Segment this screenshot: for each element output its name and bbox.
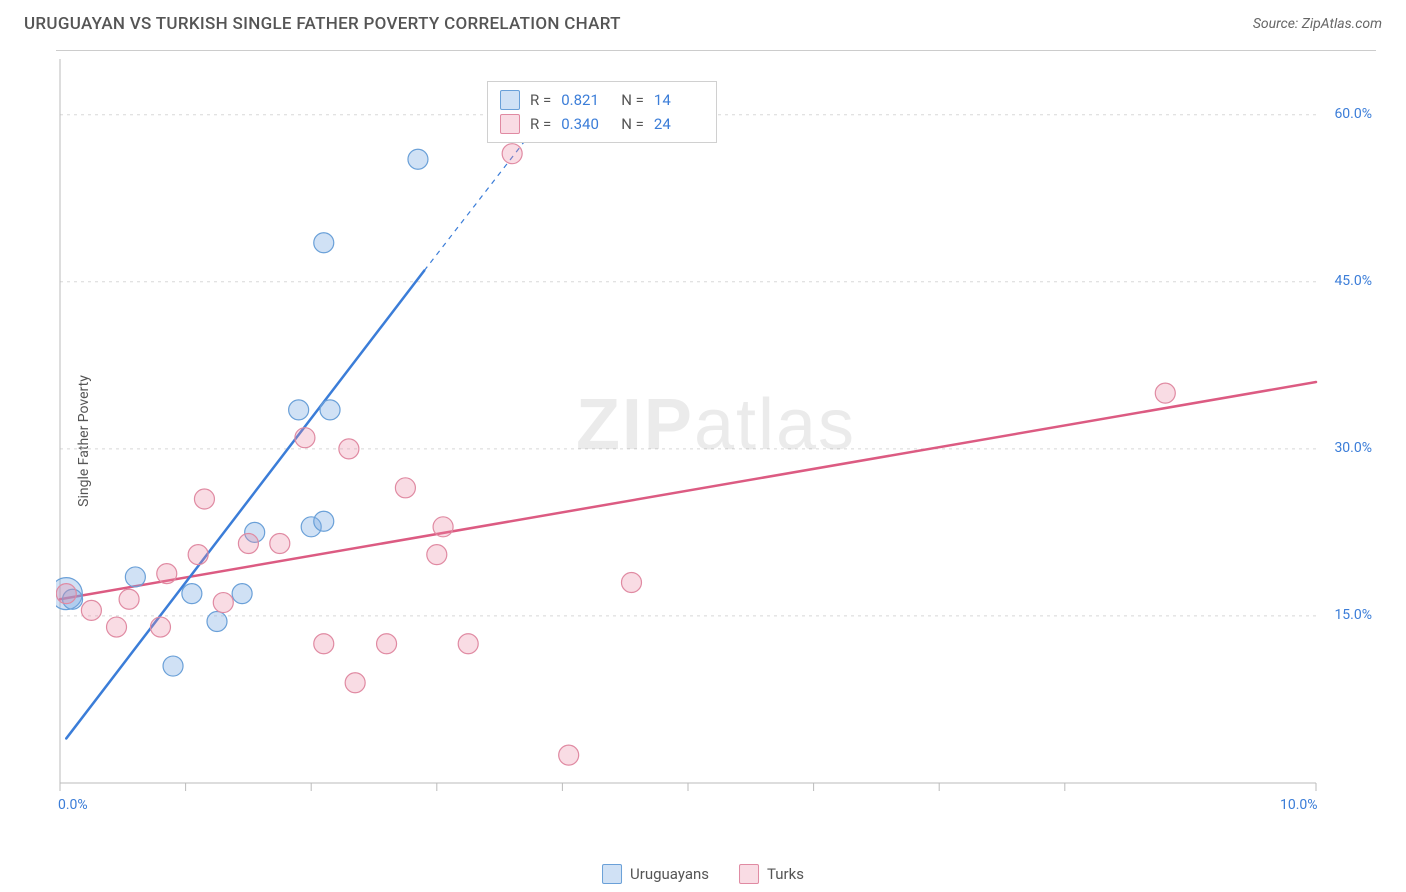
source-name: ZipAtlas.com xyxy=(1302,16,1382,32)
chart-title: URUGUAYAN VS TURKISH SINGLE FATHER POVER… xyxy=(24,14,621,34)
y-tick-label: 60.0% xyxy=(1334,106,1372,122)
data-point xyxy=(408,149,428,169)
n-value: 14 xyxy=(654,91,704,109)
n-value: 24 xyxy=(654,115,704,133)
data-point xyxy=(427,545,447,565)
source-prefix: Source: xyxy=(1253,16,1302,32)
n-label: N = xyxy=(621,115,644,133)
data-point xyxy=(207,611,227,631)
data-point xyxy=(314,233,334,253)
data-point xyxy=(621,573,641,593)
data-point xyxy=(339,439,359,459)
legend-swatch xyxy=(602,864,622,884)
r-label: R = xyxy=(530,91,551,109)
header: URUGUAYAN VS TURKISH SINGLE FATHER POVER… xyxy=(0,0,1406,44)
legend-swatch xyxy=(739,864,759,884)
data-point xyxy=(188,545,208,565)
data-point xyxy=(295,428,315,448)
data-point xyxy=(56,584,76,604)
legend-label: Turks xyxy=(767,865,804,883)
legend-item: Uruguayans xyxy=(602,864,709,884)
data-point xyxy=(314,511,334,531)
data-point xyxy=(213,593,233,613)
data-point xyxy=(119,589,139,609)
data-point xyxy=(345,673,365,693)
data-point xyxy=(232,584,252,604)
correlation-legend-row: R = 0.821 N = 14 xyxy=(500,88,704,112)
y-tick-label: 15.0% xyxy=(1334,607,1372,623)
chart-container: Single Father Poverty ZIPatlas R =0.821N… xyxy=(56,50,1376,830)
correlation-legend-row: R = 0.340 N = 24 xyxy=(500,112,704,136)
source-attribution: Source: ZipAtlas.com xyxy=(1253,16,1382,32)
data-point xyxy=(194,489,214,509)
data-point xyxy=(458,634,478,654)
data-point xyxy=(314,634,334,654)
r-value: 0.821 xyxy=(561,91,611,109)
data-point xyxy=(81,600,101,620)
n-label: N = xyxy=(621,91,644,109)
data-point xyxy=(289,400,309,420)
data-point xyxy=(395,478,415,498)
legend-swatch xyxy=(500,114,520,134)
r-label: R = xyxy=(530,115,551,133)
data-point xyxy=(107,617,127,637)
legend-swatch xyxy=(500,90,520,110)
legend-label: Uruguayans xyxy=(630,865,709,883)
data-point xyxy=(125,567,145,587)
data-point xyxy=(502,144,522,164)
data-point xyxy=(377,634,397,654)
r-value: 0.340 xyxy=(561,115,611,133)
x-tick-label: 10.0% xyxy=(1280,797,1318,813)
data-point xyxy=(182,584,202,604)
series-legend: Uruguayans Turks xyxy=(602,864,804,884)
data-point xyxy=(559,745,579,765)
data-point xyxy=(433,517,453,537)
scatter-plot xyxy=(56,51,1376,830)
data-point xyxy=(157,564,177,584)
data-point xyxy=(320,400,340,420)
data-point xyxy=(150,617,170,637)
x-tick-label: 0.0% xyxy=(58,797,88,813)
y-tick-label: 45.0% xyxy=(1334,273,1372,289)
y-tick-label: 30.0% xyxy=(1334,440,1372,456)
data-point xyxy=(238,534,258,554)
data-point xyxy=(163,656,183,676)
data-point xyxy=(270,534,290,554)
legend-item: Turks xyxy=(739,864,804,884)
data-point xyxy=(1155,383,1175,403)
correlation-legend: R = 0.821 N = 14 R = 0.340 N = 24 xyxy=(487,81,717,143)
